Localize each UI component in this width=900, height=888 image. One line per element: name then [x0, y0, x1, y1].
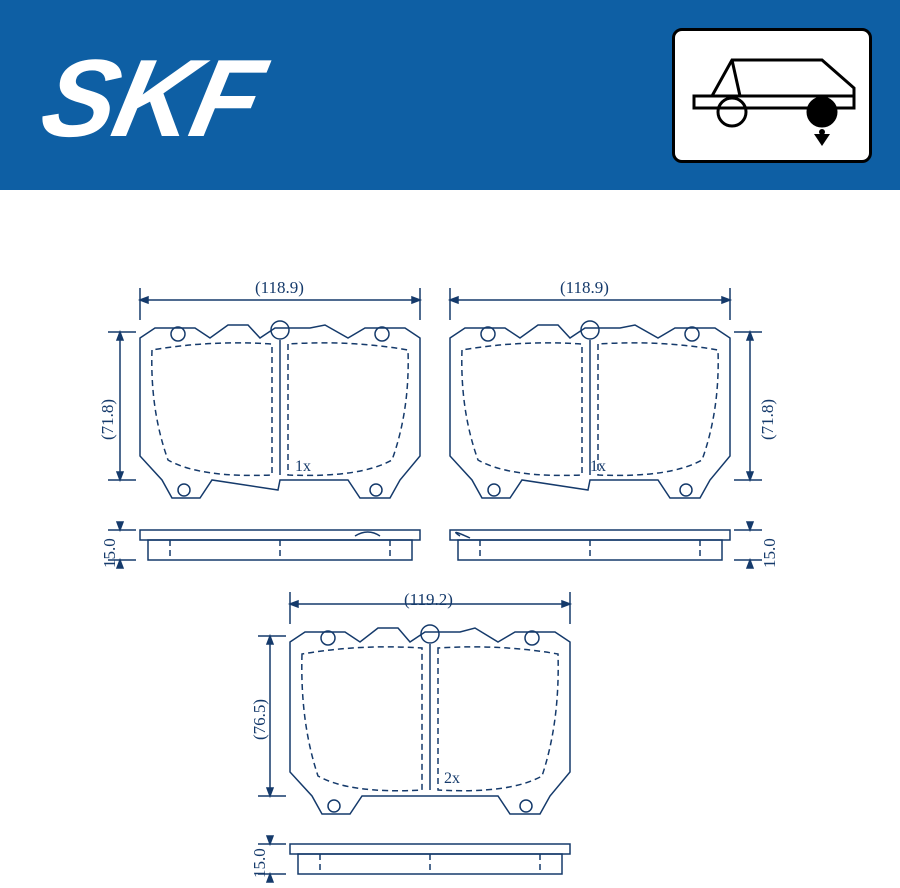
vehicle-position-icon	[672, 28, 872, 163]
dim-height-tr: (71.8)	[758, 399, 778, 440]
qty-b: 2x	[444, 770, 460, 788]
brand-logo: SKF	[45, 35, 259, 162]
qty-tl: 1x	[295, 458, 311, 476]
dim-height-b: (76.5)	[250, 699, 270, 740]
technical-drawing: (118.9) (71.8) 15.0 1x	[0, 190, 900, 880]
brake-pad-top-left	[100, 280, 440, 600]
logo-text: SKF	[32, 35, 273, 162]
dim-thick-tr: 15.0	[760, 538, 780, 568]
dim-height-tl: (71.8)	[98, 399, 118, 440]
dim-width-b: (119.2)	[404, 590, 453, 610]
dim-width-tl: (118.9)	[255, 278, 304, 298]
qty-tr: 1x	[590, 458, 606, 476]
dim-thick-tl: 15.0	[100, 538, 120, 568]
brake-pad-top-right	[430, 280, 770, 600]
header-bar: SKF	[0, 0, 900, 190]
brake-pad-bottom	[250, 588, 610, 888]
dim-width-tr: (118.9)	[560, 278, 609, 298]
dim-thick-b: 15.0	[250, 848, 270, 878]
